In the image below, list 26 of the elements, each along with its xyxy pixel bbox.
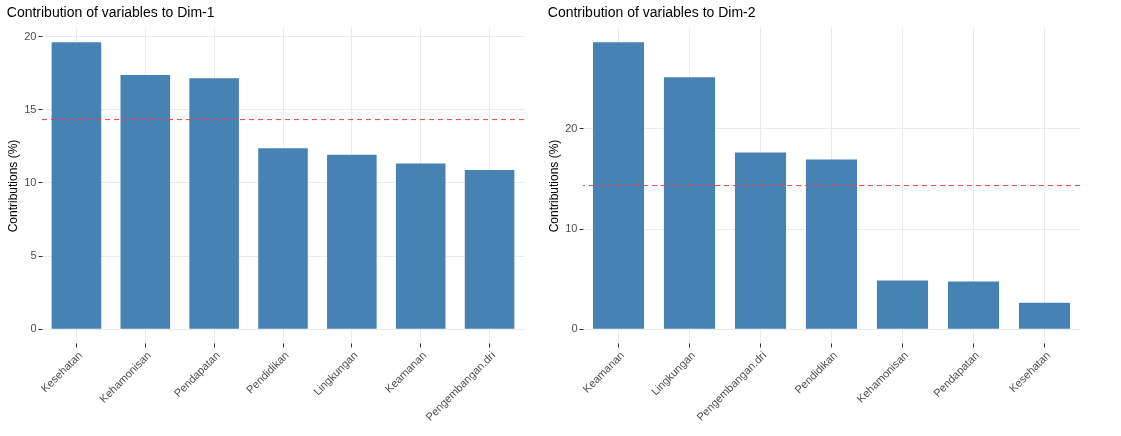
bar	[947, 281, 1000, 329]
y-tick-label: 0	[30, 322, 37, 335]
bar	[258, 148, 308, 329]
bar	[51, 42, 102, 329]
bar	[734, 152, 787, 329]
y-axis-title: Contributions (%)	[6, 139, 21, 233]
bar	[189, 78, 239, 329]
bar	[395, 163, 446, 329]
bar	[327, 154, 377, 329]
bar	[876, 280, 929, 329]
y-tick-label: 20	[565, 121, 578, 134]
y-tick-label: 20	[24, 29, 37, 42]
y-tick-label: 5	[30, 249, 37, 262]
bar	[592, 42, 645, 329]
bar	[1018, 302, 1071, 329]
chart-title: Contribution of variables to Dim-2	[547, 4, 756, 20]
chart-title: Contribution of variables to Dim-1	[6, 4, 215, 20]
y-tick-label: 0	[571, 322, 578, 335]
y-tick-label: 10	[565, 222, 578, 235]
bar	[120, 75, 171, 329]
bar	[805, 159, 858, 329]
y-axis-title: Contributions (%)	[547, 139, 562, 233]
y-tick-label: 15	[24, 102, 37, 115]
y-tick-label: 10	[24, 175, 37, 188]
bar	[464, 170, 515, 329]
bar	[663, 77, 716, 329]
